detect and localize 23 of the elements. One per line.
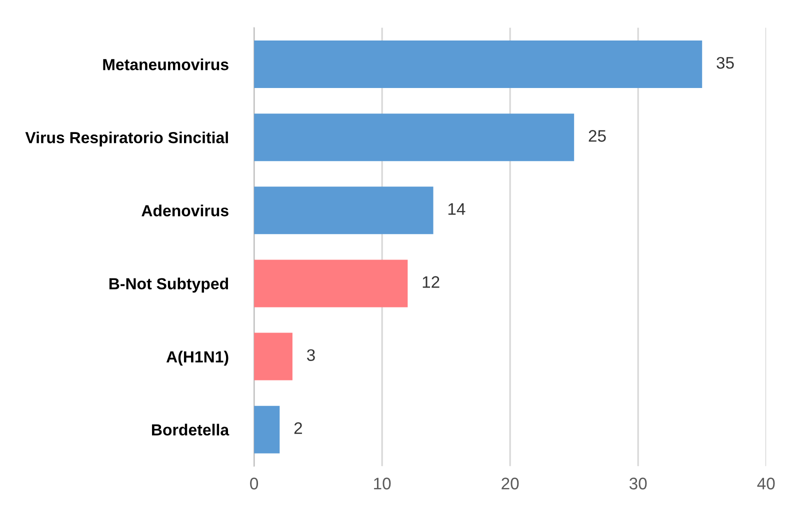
y-tick-label: B-Not Subtyped	[109, 278, 228, 293]
y-tick-label: Adenovirus	[142, 204, 228, 216]
y-tick-label: A(H1N1)	[166, 350, 228, 366]
bar	[254, 332, 292, 380]
x-tick-label: 20	[502, 478, 519, 490]
data-label: 2	[294, 422, 302, 434]
y-tick-label: Virus Respiratorio Sincitial	[25, 132, 228, 146]
bar	[254, 186, 434, 234]
data-label: 12	[422, 276, 440, 288]
x-tick-label: 30	[629, 478, 647, 490]
bar	[254, 260, 408, 308]
data-label: 3	[306, 349, 315, 362]
data-label: 25	[588, 130, 606, 142]
y-tick-label: Bordetella	[152, 424, 230, 436]
bar	[254, 406, 280, 454]
x-tick-label: 40	[757, 478, 775, 490]
x-tick-label: 10	[374, 478, 391, 490]
data-label: 35	[716, 56, 734, 69]
x-tick-label: 0	[250, 478, 258, 490]
bar	[254, 40, 702, 88]
data-label: 14	[448, 203, 466, 215]
bar	[254, 114, 574, 162]
y-tick-label: Metaneumovirus	[103, 58, 228, 70]
